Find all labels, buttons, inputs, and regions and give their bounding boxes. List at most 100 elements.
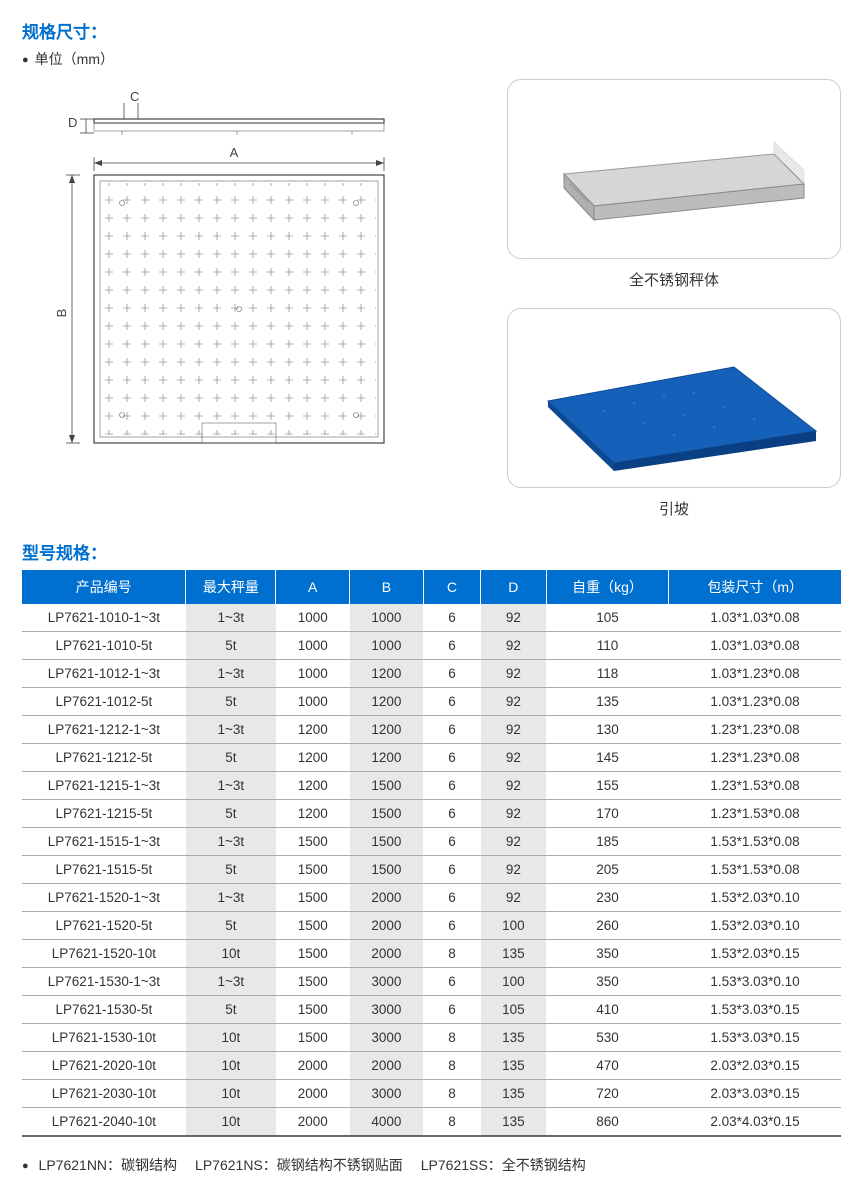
table-cell: 1500 <box>350 828 424 856</box>
table-cell: 1500 <box>276 968 350 996</box>
table-cell: 1~3t <box>186 716 276 744</box>
table-cell: 92 <box>481 604 547 632</box>
table-cell: 92 <box>481 660 547 688</box>
table-cell: 1.03*1.23*0.08 <box>669 688 841 716</box>
image-block-2: 引坡 <box>507 308 841 519</box>
product-image-ramp <box>507 308 841 488</box>
table-row: LP7621-1515-5t5t150015006922051.53*1.53*… <box>22 856 841 884</box>
table-cell: 5t <box>186 800 276 828</box>
table-cell: 8 <box>423 1024 480 1052</box>
table-cell: 1500 <box>276 828 350 856</box>
table-cell: 6 <box>423 968 480 996</box>
spec-dimensions-title: 规格尺寸： <box>22 18 841 43</box>
dim-b-label: B <box>54 309 69 318</box>
table-row: LP7621-1530-5t5t1500300061054101.53*3.03… <box>22 996 841 1024</box>
table-cell: 1.53*3.03*0.15 <box>669 1024 841 1052</box>
table-header-cell: D <box>481 570 547 604</box>
table-cell: 5t <box>186 688 276 716</box>
table-cell: 110 <box>546 632 669 660</box>
images-column: 全不锈钢秤体 引坡 <box>507 79 841 519</box>
table-row: LP7621-1520-5t5t1500200061002601.53*2.03… <box>22 912 841 940</box>
table-cell: 1.53*3.03*0.10 <box>669 968 841 996</box>
table-cell: 135 <box>481 1052 547 1080</box>
table-cell: 1200 <box>350 688 424 716</box>
table-cell: 1000 <box>276 632 350 660</box>
table-cell: 1~3t <box>186 772 276 800</box>
table-cell: LP7621-1212-1~3t <box>22 716 186 744</box>
table-cell: 1200 <box>276 716 350 744</box>
table-cell: LP7621-1530-5t <box>22 996 186 1024</box>
table-cell: 5t <box>186 996 276 1024</box>
table-cell: 1~3t <box>186 604 276 632</box>
table-cell: 230 <box>546 884 669 912</box>
table-header-cell: A <box>276 570 350 604</box>
table-cell: 10t <box>186 1052 276 1080</box>
table-cell: 260 <box>546 912 669 940</box>
table-cell: 92 <box>481 632 547 660</box>
table-cell: LP7621-1515-5t <box>22 856 186 884</box>
table-cell: LP7621-1215-1~3t <box>22 772 186 800</box>
dim-d-label: D <box>68 115 77 130</box>
table-cell: 1200 <box>350 744 424 772</box>
table-cell: 155 <box>546 772 669 800</box>
table-cell: 1500 <box>350 800 424 828</box>
table-cell: 5t <box>186 744 276 772</box>
top-area: C D <box>22 79 841 519</box>
table-row: LP7621-1012-1~3t1~3t100012006921181.03*1… <box>22 660 841 688</box>
table-cell: 1200 <box>350 716 424 744</box>
table-cell: LP7621-1012-5t <box>22 688 186 716</box>
table-cell: LP7621-1520-1~3t <box>22 884 186 912</box>
table-cell: 92 <box>481 744 547 772</box>
table-cell: 4000 <box>350 1108 424 1137</box>
table-cell: 1.53*2.03*0.15 <box>669 940 841 968</box>
table-cell: 530 <box>546 1024 669 1052</box>
table-cell: 1.23*1.23*0.08 <box>669 744 841 772</box>
table-cell: 860 <box>546 1108 669 1137</box>
table-cell: 6 <box>423 856 480 884</box>
image-caption-2: 引坡 <box>507 498 841 519</box>
table-cell: 1~3t <box>186 828 276 856</box>
dimension-diagram: C D <box>22 83 402 473</box>
footnote-item: LP7621NN：碳钢结构 <box>39 1155 178 1175</box>
table-cell: 2.03*2.03*0.15 <box>669 1052 841 1080</box>
table-cell: 3000 <box>350 1024 424 1052</box>
table-row: LP7621-1012-5t5t100012006921351.03*1.23*… <box>22 688 841 716</box>
table-cell: 1.53*1.53*0.08 <box>669 856 841 884</box>
table-cell: 6 <box>423 800 480 828</box>
table-cell: 6 <box>423 884 480 912</box>
table-cell: LP7621-1212-5t <box>22 744 186 772</box>
table-cell: LP7621-1515-1~3t <box>22 828 186 856</box>
table-row: LP7621-1212-1~3t1~3t120012006921301.23*1… <box>22 716 841 744</box>
table-cell: 1~3t <box>186 968 276 996</box>
table-cell: 1200 <box>276 744 350 772</box>
table-cell: 1500 <box>350 772 424 800</box>
footnote-item: LP7621SS：全不锈钢结构 <box>421 1155 586 1175</box>
table-row: LP7621-1515-1~3t1~3t150015006921851.53*1… <box>22 828 841 856</box>
table-cell: 6 <box>423 744 480 772</box>
table-cell: 1.53*1.53*0.08 <box>669 828 841 856</box>
table-cell: 1.03*1.03*0.08 <box>669 604 841 632</box>
table-cell: 6 <box>423 828 480 856</box>
table-cell: 185 <box>546 828 669 856</box>
table-cell: 6 <box>423 660 480 688</box>
table-cell: LP7621-2030-10t <box>22 1080 186 1108</box>
table-cell: 6 <box>423 688 480 716</box>
table-row: LP7621-1530-1~3t1~3t1500300061003501.53*… <box>22 968 841 996</box>
table-cell: 720 <box>546 1080 669 1108</box>
footnote: LP7621NN：碳钢结构LP7621NS：碳钢结构不锈钢贴面LP7621SS：… <box>22 1155 841 1175</box>
table-cell: 135 <box>546 688 669 716</box>
table-cell: 1.03*1.23*0.08 <box>669 660 841 688</box>
table-header-cell: 自重（kg） <box>546 570 669 604</box>
table-cell: 2.03*4.03*0.15 <box>669 1108 841 1137</box>
table-cell: 10t <box>186 1024 276 1052</box>
table-cell: 2000 <box>276 1108 350 1137</box>
table-cell: 1500 <box>350 856 424 884</box>
table-cell: 1500 <box>276 996 350 1024</box>
table-cell: 2000 <box>350 884 424 912</box>
table-row: LP7621-1212-5t5t120012006921451.23*1.23*… <box>22 744 841 772</box>
table-cell: 6 <box>423 632 480 660</box>
table-header-cell: 包装尺寸（m） <box>669 570 841 604</box>
table-cell: 2000 <box>350 912 424 940</box>
table-cell: 10t <box>186 1108 276 1137</box>
table-cell: 105 <box>481 996 547 1024</box>
